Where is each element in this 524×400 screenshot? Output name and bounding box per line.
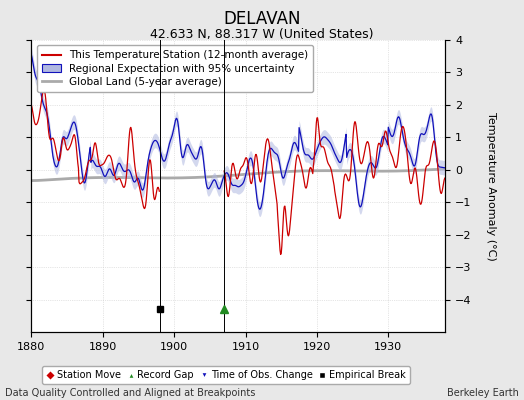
- Global Land (5-year average): [130, 175, 137, 180]
- Global Land (5-year average): [331, 168, 337, 173]
- Global Land (5-year average): [302, 168, 309, 173]
- This Temperature Station (12-month average): [442, 176, 448, 180]
- This Temperature Station (12-month average): [278, 252, 284, 257]
- This Temperature Station (12-month average): [257, 180, 264, 184]
- Text: DELAVAN: DELAVAN: [223, 10, 301, 28]
- Regional Expectation with 95% uncertainty: [412, 162, 418, 167]
- This Temperature Station (12-month average): [438, 191, 444, 196]
- Text: 42.633 N, 88.317 W (United States): 42.633 N, 88.317 W (United States): [150, 28, 374, 41]
- This Temperature Station (12-month average): [296, 155, 302, 160]
- Text: Data Quality Controlled and Aligned at Breakpoints: Data Quality Controlled and Aligned at B…: [5, 388, 256, 398]
- Line: Regional Expectation with 95% uncertainty: Regional Expectation with 95% uncertaint…: [31, 55, 445, 209]
- Regional Expectation with 95% uncertainty: [442, 165, 448, 170]
- Regional Expectation with 95% uncertainty: [28, 53, 35, 58]
- Regional Expectation with 95% uncertainty: [408, 157, 414, 162]
- Regional Expectation with 95% uncertainty: [130, 179, 137, 184]
- Regional Expectation with 95% uncertainty: [331, 150, 337, 154]
- Global Land (5-year average): [408, 168, 414, 173]
- Global Land (5-year average): [28, 178, 35, 183]
- Global Land (5-year average): [442, 167, 448, 172]
- Line: This Temperature Station (12-month average): This Temperature Station (12-month avera…: [224, 118, 445, 254]
- This Temperature Station (12-month average): [335, 207, 341, 212]
- Regional Expectation with 95% uncertainty: [257, 207, 263, 212]
- Global Land (5-year average): [411, 168, 418, 173]
- This Temperature Station (12-month average): [221, 169, 227, 174]
- Legend: Station Move, Record Gap, Time of Obs. Change, Empirical Break: Station Move, Record Gap, Time of Obs. C…: [42, 366, 410, 384]
- Line: Global Land (5-year average): Global Land (5-year average): [31, 169, 445, 180]
- This Temperature Station (12-month average): [249, 179, 255, 184]
- Regional Expectation with 95% uncertainty: [303, 152, 309, 157]
- Global Land (5-year average): [172, 176, 179, 180]
- This Temperature Station (12-month average): [314, 115, 321, 120]
- This Temperature Station (12-month average): [384, 134, 390, 138]
- Y-axis label: Temperature Anomaly (°C): Temperature Anomaly (°C): [486, 112, 496, 260]
- Text: Berkeley Earth: Berkeley Earth: [447, 388, 519, 398]
- Regional Expectation with 95% uncertainty: [172, 118, 179, 123]
